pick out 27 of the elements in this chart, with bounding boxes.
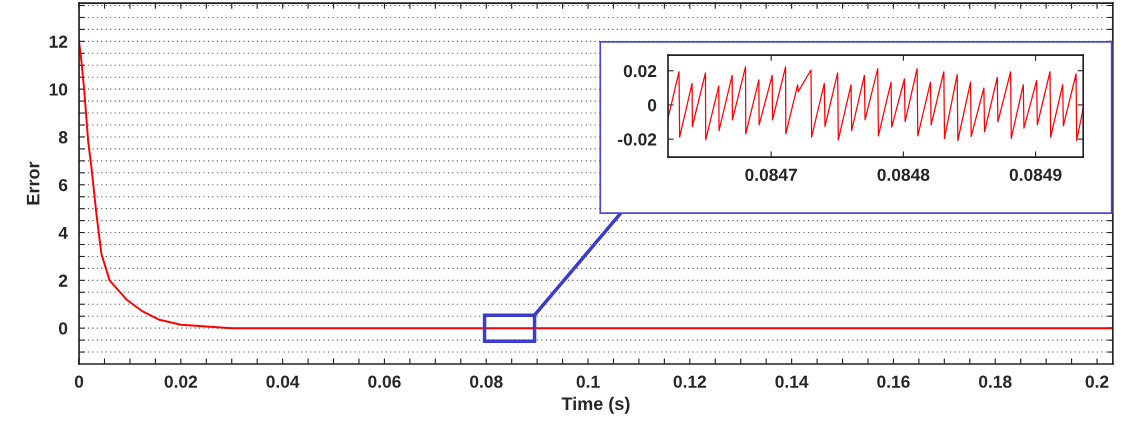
x-tick-label: 0.0849 <box>1009 168 1062 181</box>
y-axis-title: Error <box>26 161 40 205</box>
x-tick-label: 0.2 <box>1085 375 1109 388</box>
x-tick-label: 0 <box>74 375 84 388</box>
y-tick-label: 2 <box>58 274 68 287</box>
x-tick-label: 0.06 <box>368 375 401 388</box>
x-tick-label: 0.12 <box>673 375 707 388</box>
y-tick-label: 0 <box>647 99 657 112</box>
x-tick-label: 0.14 <box>775 375 809 388</box>
x-tick-label: 0.0847 <box>745 168 797 181</box>
y-tick-label: 6 <box>58 178 68 192</box>
x-tick-label: 0.0848 <box>877 168 930 181</box>
x-tick-label: 0.16 <box>877 375 910 388</box>
y-tick-label: 4 <box>58 226 68 239</box>
x-tick-label: 0.1 <box>576 375 600 388</box>
line-series <box>668 66 1084 142</box>
x-axis-title: Time (s) <box>561 396 630 414</box>
x-tick-label: 0.04 <box>266 375 300 388</box>
y-tick-label: 12 <box>49 35 68 48</box>
y-tick-label: 0.02 <box>623 64 657 78</box>
y-tick-label: 10 <box>49 83 68 96</box>
x-tick-label: 0.18 <box>979 375 1012 388</box>
y-tick-label: 0 <box>58 322 68 335</box>
x-tick-label: 0.02 <box>164 375 198 388</box>
x-tick-label: 0.08 <box>470 375 503 388</box>
y-tick-label: 8 <box>58 131 68 144</box>
y-tick-label: -0.02 <box>618 133 657 146</box>
